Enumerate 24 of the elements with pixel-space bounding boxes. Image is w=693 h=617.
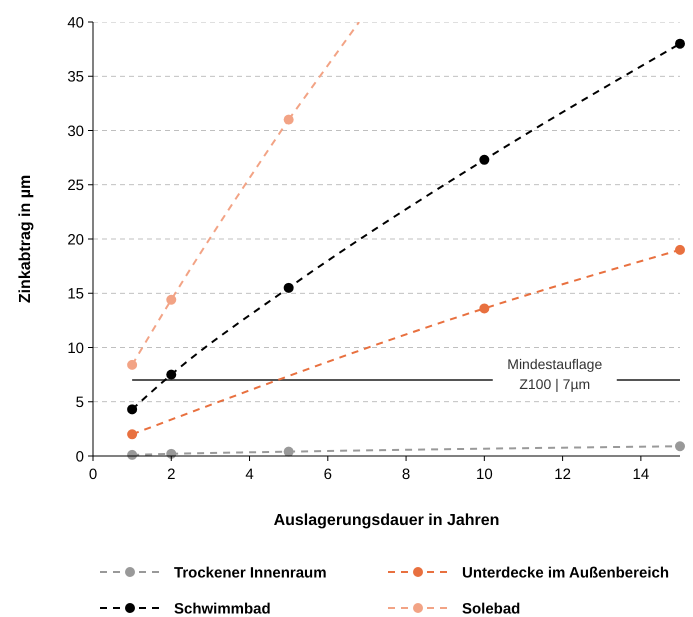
x-tick-label: 12 [554,466,571,483]
y-tick-label: 30 [67,122,84,140]
y-tick-label: 15 [67,286,84,302]
legend-label: Schwimmbad [174,600,271,617]
y-tick-label: 20 [67,231,84,248]
y-tick-label: 5 [76,394,84,411]
y-tick-label: 25 [67,177,84,194]
legend-label: Unterdecke im Außenbereich [462,564,670,582]
x-tick-label: 4 [245,466,254,483]
x-tick-label: 14 [632,466,650,483]
y-tick-label: 0 [76,448,84,466]
x-tick-label: 6 [324,466,332,483]
y-tick-label: 40 [67,14,84,32]
legend-label: Trockener Innenraum [174,564,327,582]
y-tick-label: 35 [67,68,84,86]
y-tick-label: 10 [67,340,84,357]
x-axis-title: Auslagerungsdauer in Jahren [274,512,500,529]
x-tick-label: 2 [167,466,176,483]
legend-label: Solebad [462,600,520,617]
ref-line-label: Mindestauflage Z100 | 7µm [507,356,602,392]
x-tick-label: 10 [476,466,493,483]
y-axis-title: Zinkabtrag in µm [17,174,34,304]
x-tick-label: 8 [402,466,410,483]
x-tick-label: 0 [88,466,98,483]
